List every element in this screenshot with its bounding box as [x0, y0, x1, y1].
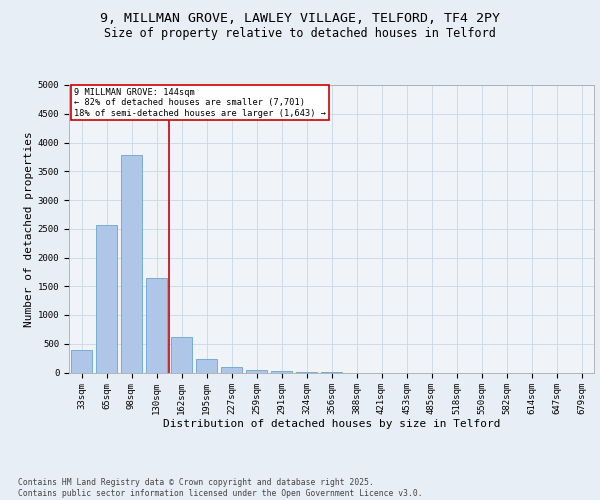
Y-axis label: Number of detached properties: Number of detached properties [23, 131, 34, 326]
Text: Size of property relative to detached houses in Telford: Size of property relative to detached ho… [104, 28, 496, 40]
X-axis label: Distribution of detached houses by size in Telford: Distribution of detached houses by size … [163, 418, 500, 428]
Bar [146, 278, 167, 372]
Bar [221, 367, 242, 372]
Bar [196, 358, 217, 372]
Text: 9, MILLMAN GROVE, LAWLEY VILLAGE, TELFORD, TF4 2PY: 9, MILLMAN GROVE, LAWLEY VILLAGE, TELFOR… [100, 12, 500, 26]
Bar [171, 337, 192, 372]
Bar [246, 370, 267, 372]
Bar [96, 226, 117, 372]
Bar [71, 350, 92, 372]
Text: 9 MILLMAN GROVE: 144sqm
← 82% of detached houses are smaller (7,701)
18% of semi: 9 MILLMAN GROVE: 144sqm ← 82% of detache… [74, 88, 326, 118]
Bar [121, 155, 142, 372]
Text: Contains HM Land Registry data © Crown copyright and database right 2025.
Contai: Contains HM Land Registry data © Crown c… [18, 478, 422, 498]
